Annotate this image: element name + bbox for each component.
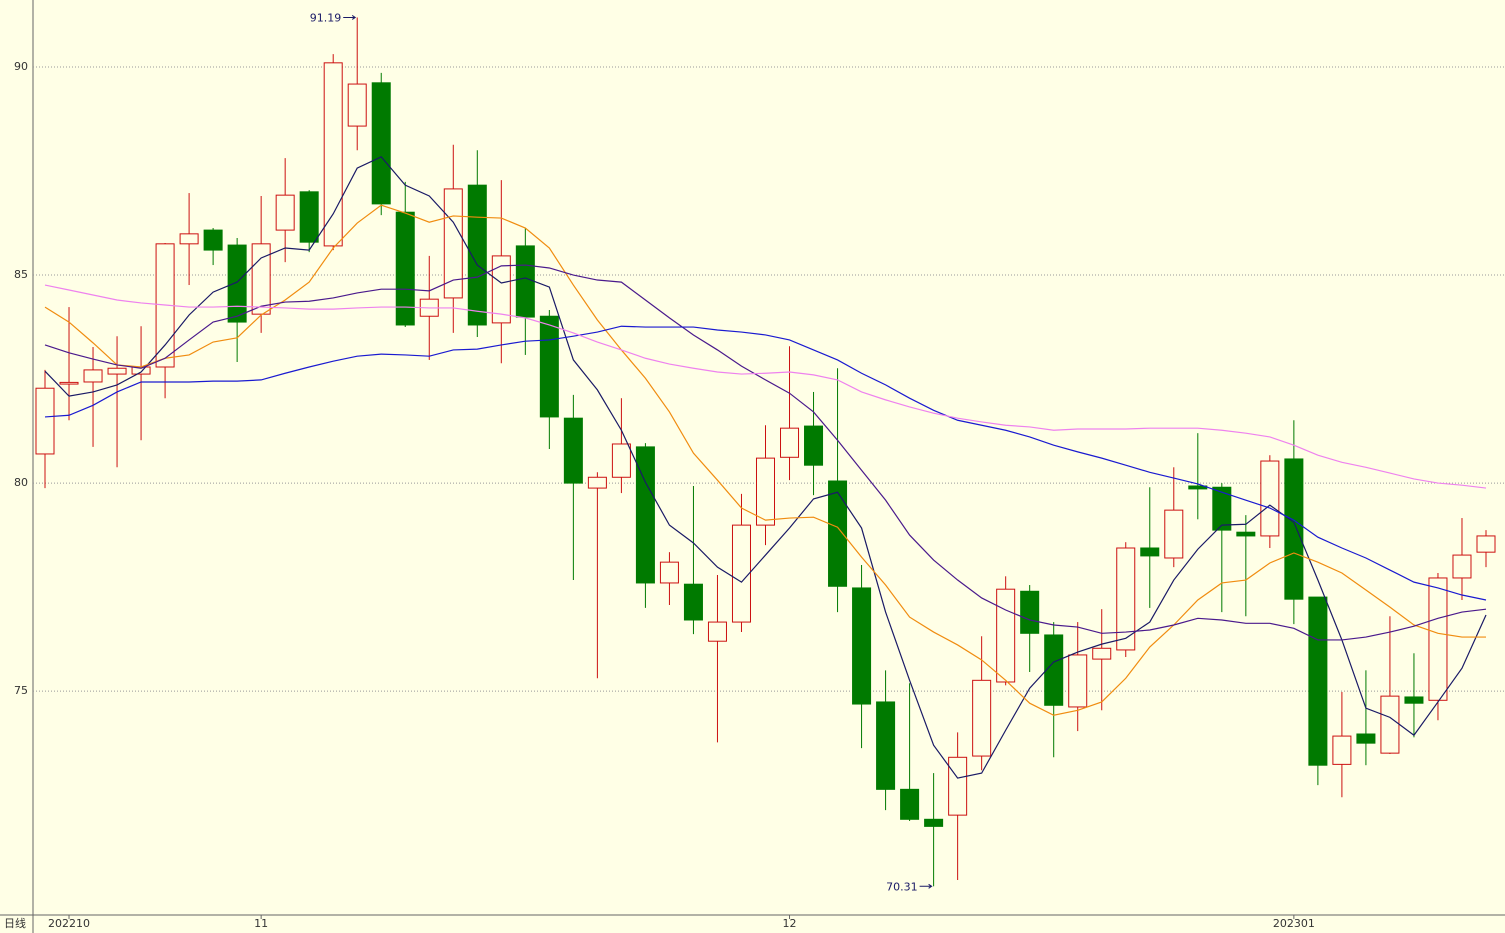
candle-body [467,184,487,326]
candle-body [299,191,319,243]
candle-body [804,425,824,466]
candle-body [828,480,848,587]
candle-body [371,82,391,205]
candle-body [1452,554,1472,579]
candle-body [1356,733,1376,744]
candle-body [876,701,896,790]
candle-body [395,211,415,326]
moving-average [44,325,1487,601]
candle-body [659,561,679,584]
x-tick-label: 202210 [48,917,90,930]
candle-body [83,369,103,383]
candle-body [972,679,992,757]
candle-body [563,417,583,484]
candle-body [1116,547,1136,651]
candle-body [515,245,535,318]
moving-average [44,284,1487,489]
x-tick-label: 202301 [1273,917,1315,930]
candle-body [1044,634,1064,706]
candle-body [203,229,223,251]
candle-body [1284,458,1304,600]
candle-body [1332,735,1352,765]
candle-body [683,583,703,621]
moving-average [44,264,1487,641]
candle-body [59,381,79,385]
candle-body [1476,535,1496,553]
candle-body [107,367,127,375]
candle-body [635,446,655,584]
y-tick-label: 80 [14,476,28,489]
candle-body [491,255,511,324]
candle-body [275,194,295,231]
candle-body [251,243,271,315]
y-tick-label: 90 [14,60,28,73]
candle-body [1092,647,1112,660]
candle-body [1308,596,1328,766]
candle-body [1212,486,1232,531]
candle-body [323,62,343,247]
candle-body [1428,577,1448,701]
candle-body [1404,696,1424,704]
x-tick-label: 12 [783,917,797,930]
candle-body [1140,547,1160,557]
candle-body [1164,509,1184,559]
candle-body [1020,590,1040,634]
candle-body [900,788,920,820]
high-extreme-label: 91.19 [310,11,342,24]
candle-body [227,244,247,323]
candle-body [948,756,968,816]
moving-average [44,204,1486,716]
candle-body [539,315,559,418]
candle-body [1068,654,1088,708]
y-tick-label: 85 [14,268,28,281]
period-label: 日线 [4,916,26,930]
candle-body [443,188,463,299]
candle-body [347,83,367,127]
candle-body [852,587,872,705]
extreme-arrow [343,15,357,20]
candle-body [707,621,727,642]
candle-body [780,427,800,458]
low-extreme-label: 70.31 [886,880,918,893]
x-tick-label: 11 [254,917,268,930]
candle-body [731,524,751,623]
moving-average [44,156,1487,779]
candle-body [996,588,1016,683]
candle-body [611,443,631,478]
candle-body [755,457,776,526]
candle-body [1236,531,1256,537]
candle-body [924,818,944,827]
candle-body [35,387,55,455]
candle-body [587,476,607,489]
extreme-arrow [919,883,933,889]
candle-body [1380,695,1400,754]
y-tick-label: 75 [14,684,28,697]
candle-body [179,233,199,245]
candle-body [1260,460,1280,537]
